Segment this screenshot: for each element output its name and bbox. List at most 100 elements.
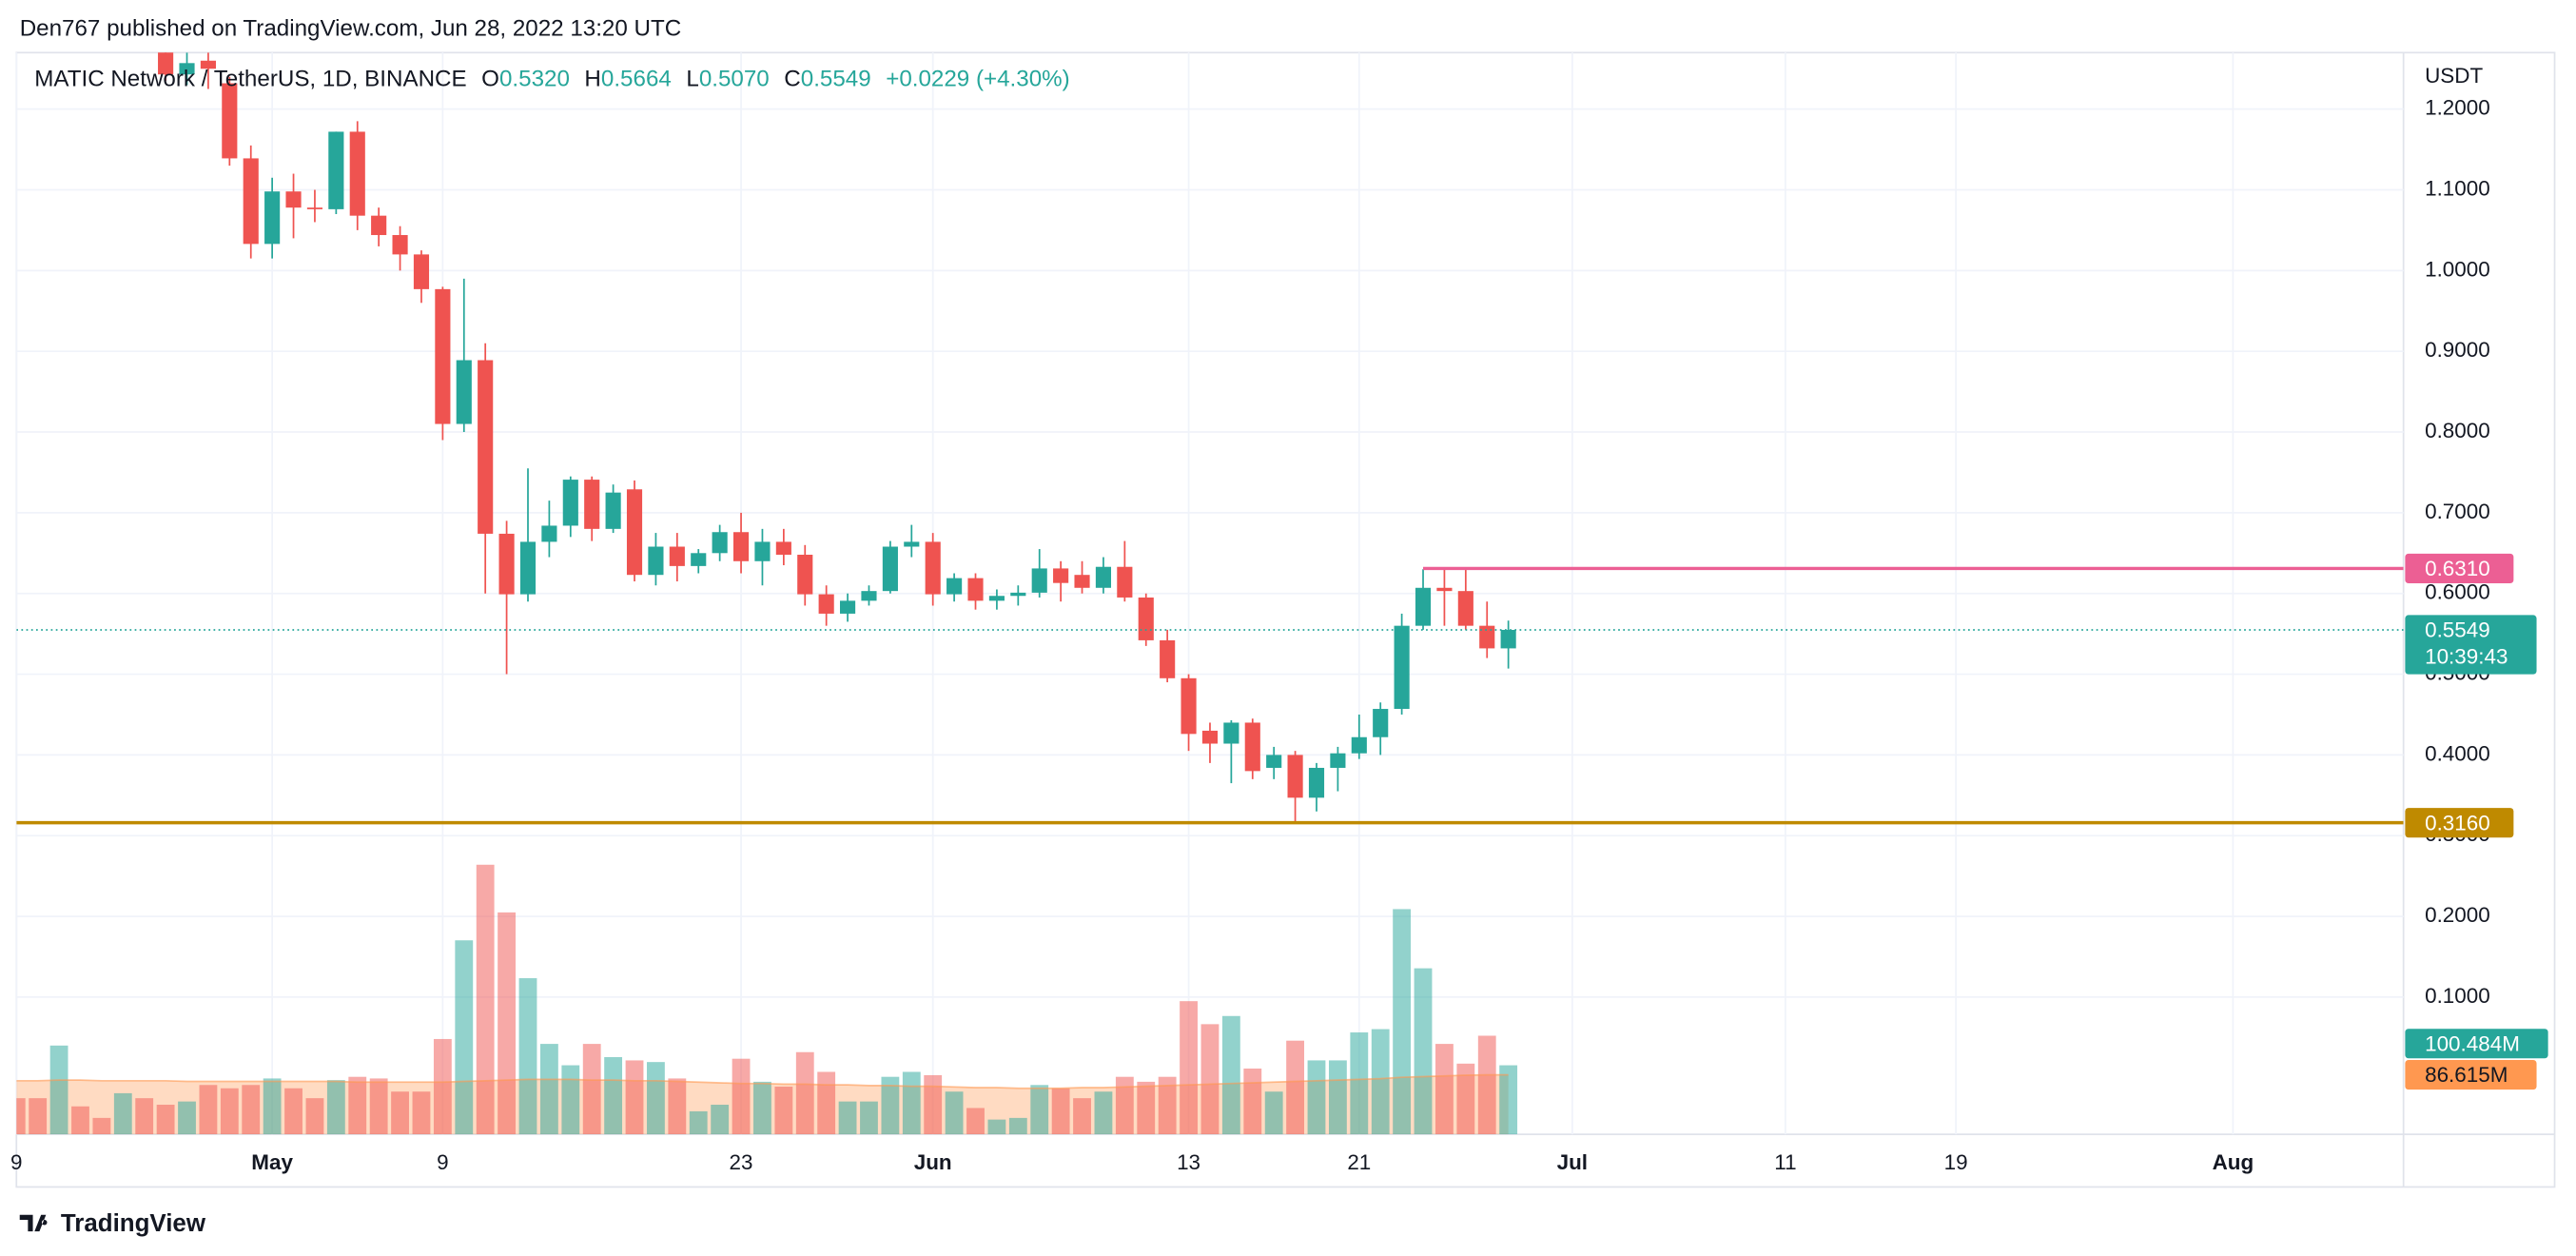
publish-note: Den767 published on TradingView.com, Jun… — [20, 15, 681, 41]
volume-bar — [156, 1105, 175, 1135]
volume-bar — [1051, 1088, 1070, 1135]
volume-bar — [16, 1098, 26, 1135]
volume-bar — [582, 1044, 601, 1135]
candle-body — [1500, 629, 1516, 649]
volume-bar — [284, 1088, 302, 1135]
legend-key: C — [784, 67, 800, 92]
candle-body — [732, 532, 750, 561]
candle-body — [861, 591, 877, 601]
volume-bar — [668, 1078, 687, 1135]
volume-bar — [1115, 1076, 1134, 1135]
volume-bar — [902, 1071, 921, 1135]
last-price-label: 0.5549 — [2425, 618, 2490, 642]
candle-body — [818, 594, 834, 614]
legend: MATIC Network / TetherUS, 1D, BINANCE O0.… — [34, 67, 1069, 92]
y-tick-label: 0.6000 — [2425, 580, 2490, 604]
volume-bar — [476, 864, 495, 1135]
volume-bar — [1030, 1085, 1049, 1135]
candle-body — [626, 489, 643, 576]
legend-key: H — [584, 67, 600, 92]
volume-bar — [49, 1045, 68, 1135]
candle-body — [1394, 625, 1410, 710]
volume-ma-tag-label: 86.615M — [2425, 1063, 2508, 1087]
level-tag — [2405, 808, 2514, 838]
volume-bar — [1180, 1001, 1198, 1135]
volume-bar — [860, 1101, 878, 1135]
candle-body — [754, 541, 771, 561]
candle-body — [1095, 566, 1112, 588]
volume-bar — [817, 1071, 836, 1135]
candle-body — [648, 546, 664, 576]
y-tick-label: 1.1000 — [2425, 176, 2490, 200]
volume-bar — [1414, 968, 1433, 1135]
candle-body — [158, 52, 174, 75]
volume-bar — [135, 1098, 154, 1135]
y-tick-label: 0.4000 — [2425, 741, 2490, 765]
candle-body — [967, 578, 984, 601]
candle-body — [882, 546, 898, 592]
volume-bar — [1137, 1081, 1156, 1135]
price-unit: USDT — [2425, 64, 2483, 88]
legend-value: 0.5070 — [699, 67, 770, 92]
y-tick-label: 0.7000 — [2425, 500, 2490, 523]
candle-body — [1351, 736, 1367, 754]
volume-bar — [29, 1098, 48, 1135]
volume-bar — [774, 1087, 793, 1135]
x-tick-label: 13 — [1177, 1150, 1200, 1174]
volume-bar — [1286, 1040, 1304, 1135]
candle-body — [1181, 677, 1197, 735]
volume-bar — [732, 1058, 751, 1135]
candle-body — [349, 131, 365, 216]
candle-body — [669, 546, 685, 566]
candle-body — [1010, 592, 1026, 597]
volume-bar — [838, 1101, 857, 1135]
volume-bar — [348, 1076, 367, 1135]
volume-bar — [1158, 1076, 1177, 1135]
symbol: MATIC Network / TetherUS, 1D, BINANCE — [34, 67, 466, 92]
volume-tag-label: 100.484M — [2425, 1031, 2520, 1055]
candle-body — [1373, 709, 1389, 737]
level-tag-label: 0.3160 — [2425, 811, 2490, 834]
candle-body — [1330, 753, 1346, 768]
candle-body — [1053, 568, 1069, 583]
last-price-tag — [2405, 615, 2537, 675]
candle-body — [1074, 575, 1090, 588]
volume-bar — [561, 1065, 580, 1135]
x-tick-label: 21 — [1347, 1150, 1371, 1174]
candle-body — [584, 480, 600, 529]
candle-body — [775, 541, 791, 555]
candle-body — [1201, 730, 1219, 744]
logo-icon — [19, 1214, 48, 1232]
candle-body — [1138, 597, 1154, 640]
candle-body — [413, 254, 430, 289]
level-tag-label: 0.6310 — [2425, 557, 2490, 580]
volume-bar — [539, 1044, 558, 1135]
legend-change: +0.0229 (+4.30%) — [886, 67, 1069, 92]
volume-bar — [1328, 1060, 1347, 1135]
volume-bar — [113, 1092, 132, 1135]
brand-logo: TradingView — [19, 1210, 206, 1237]
candle-body — [1479, 625, 1495, 649]
candle-body — [840, 600, 856, 614]
volume-bar — [412, 1091, 431, 1135]
x-tick-label: Aug — [2213, 1150, 2254, 1174]
volume-bar — [647, 1062, 665, 1135]
candle-body — [456, 360, 472, 424]
candle-body — [1415, 587, 1432, 626]
volume-bar — [305, 1098, 324, 1135]
candle-body — [797, 554, 813, 595]
volume-bar — [753, 1081, 771, 1135]
volume-bar — [1073, 1098, 1091, 1135]
candle-body — [1436, 587, 1453, 592]
volume-bar — [1371, 1029, 1390, 1135]
x-tick-label: Jul — [1557, 1150, 1588, 1174]
candle-body — [498, 533, 515, 595]
volume-bar — [518, 978, 537, 1135]
y-tick-label: 0.8000 — [2425, 419, 2490, 442]
volume-bar — [498, 912, 517, 1135]
volume-bar — [1307, 1060, 1326, 1135]
candle-body — [1244, 722, 1260, 772]
volume-bar — [604, 1056, 623, 1135]
